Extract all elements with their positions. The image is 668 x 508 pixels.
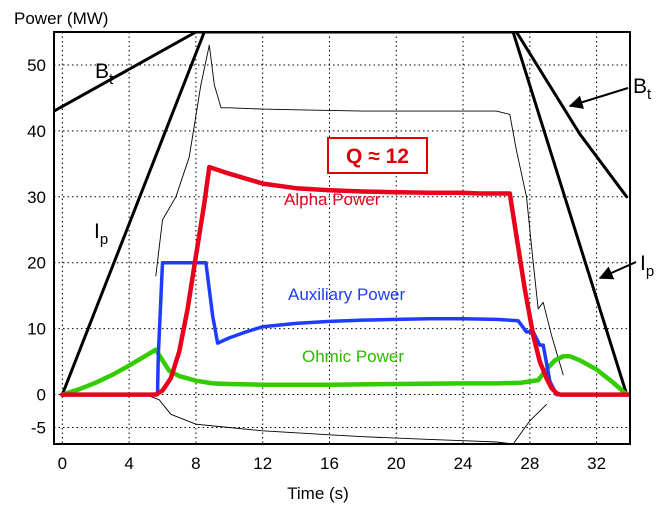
curves [54,32,630,444]
x-tick-label: 4 [124,454,133,473]
y-tick-label: 0 [37,386,46,405]
y-tick-label: 40 [27,122,46,141]
trace-upper-line [155,44,564,376]
y-axis-title: Power (MW) [14,9,108,28]
ohmic-power-label: Ohmic Power [302,347,404,366]
ip-pointer-arrow [598,261,637,280]
x-tick-label: 32 [587,454,606,473]
x-tick-label: 20 [387,454,406,473]
y-tick-label: 20 [27,254,46,273]
q-annotation-text: Q ≈ 12 [346,145,409,168]
x-tick-label: 12 [253,454,272,473]
trace-lower-line [61,394,547,444]
alpha-power-line [60,164,630,397]
x-tick-label: 0 [58,454,67,473]
auxiliary-power-line [60,260,630,397]
x-tick-label: 24 [454,454,473,473]
y-tick-label: 50 [27,56,46,75]
auxiliary-power-label: Auxiliary Power [288,285,405,304]
q-annotation-box [327,137,428,174]
ohmic-power-line [60,347,629,397]
x-tick-label: 28 [520,454,539,473]
bt-pointer-arrow [568,87,629,109]
x-tick-labels: 0 4 8 12 16 20 24 28 32 [58,454,606,473]
plot-area [54,32,630,444]
x-tick-label: 8 [191,454,200,473]
grid-lines [54,32,630,444]
bt-label-right: Bt [633,75,652,103]
x-axis-title: Time (s) [287,484,349,503]
x-tick-label: 16 [320,454,339,473]
y-tick-label: 10 [27,320,46,339]
y-tick-label: -5 [31,419,46,438]
y-tick-label: 30 [27,188,46,207]
plot-frame [53,31,631,445]
ip-label-right: Ip [640,252,654,280]
i-p-line [60,32,629,397]
alpha-power-label: Alpha Power [284,190,381,209]
b-t-line [54,32,629,199]
y-tick-labels: 50 40 30 20 10 0 -5 [27,56,46,438]
